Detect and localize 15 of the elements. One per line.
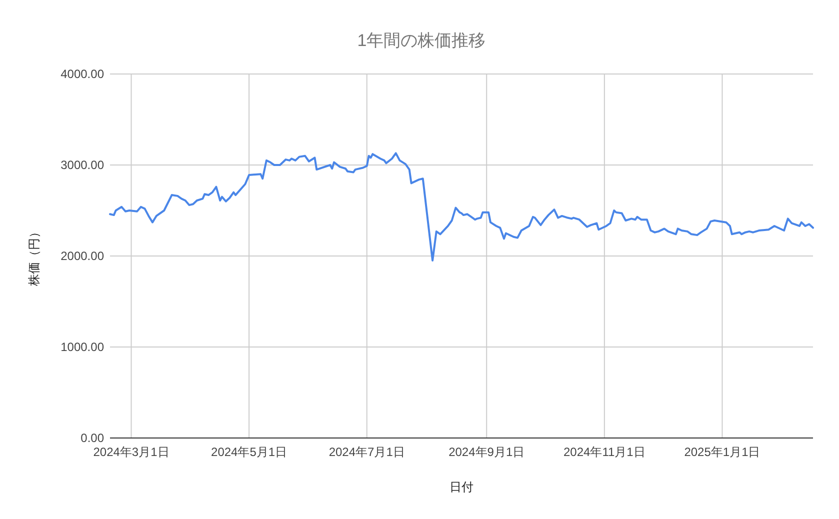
- y-tick-label: 1000.00: [60, 340, 104, 354]
- x-tick-label: 2024年11月1日: [564, 445, 646, 459]
- x-tick-label: 2024年7月1日: [328, 445, 405, 459]
- x-tick-label: 2024年9月1日: [448, 445, 525, 459]
- y-tick-label: 4000.00: [60, 67, 104, 81]
- y-tick-label: 3000.00: [60, 158, 104, 172]
- y-axis-title: 株価（円）: [27, 226, 41, 287]
- x-tick-label: 2025年1月1日: [684, 445, 760, 459]
- chart-title: 1年間の株価推移: [357, 31, 486, 50]
- y-tick-label: 0.00: [80, 431, 104, 445]
- x-axis-title: 日付: [450, 480, 474, 494]
- x-tick-label: 2024年3月1日: [93, 445, 170, 459]
- x-tick-label: 2024年5月1日: [211, 445, 288, 459]
- y-tick-label: 2000.00: [60, 249, 104, 263]
- line-series: [109, 152, 814, 262]
